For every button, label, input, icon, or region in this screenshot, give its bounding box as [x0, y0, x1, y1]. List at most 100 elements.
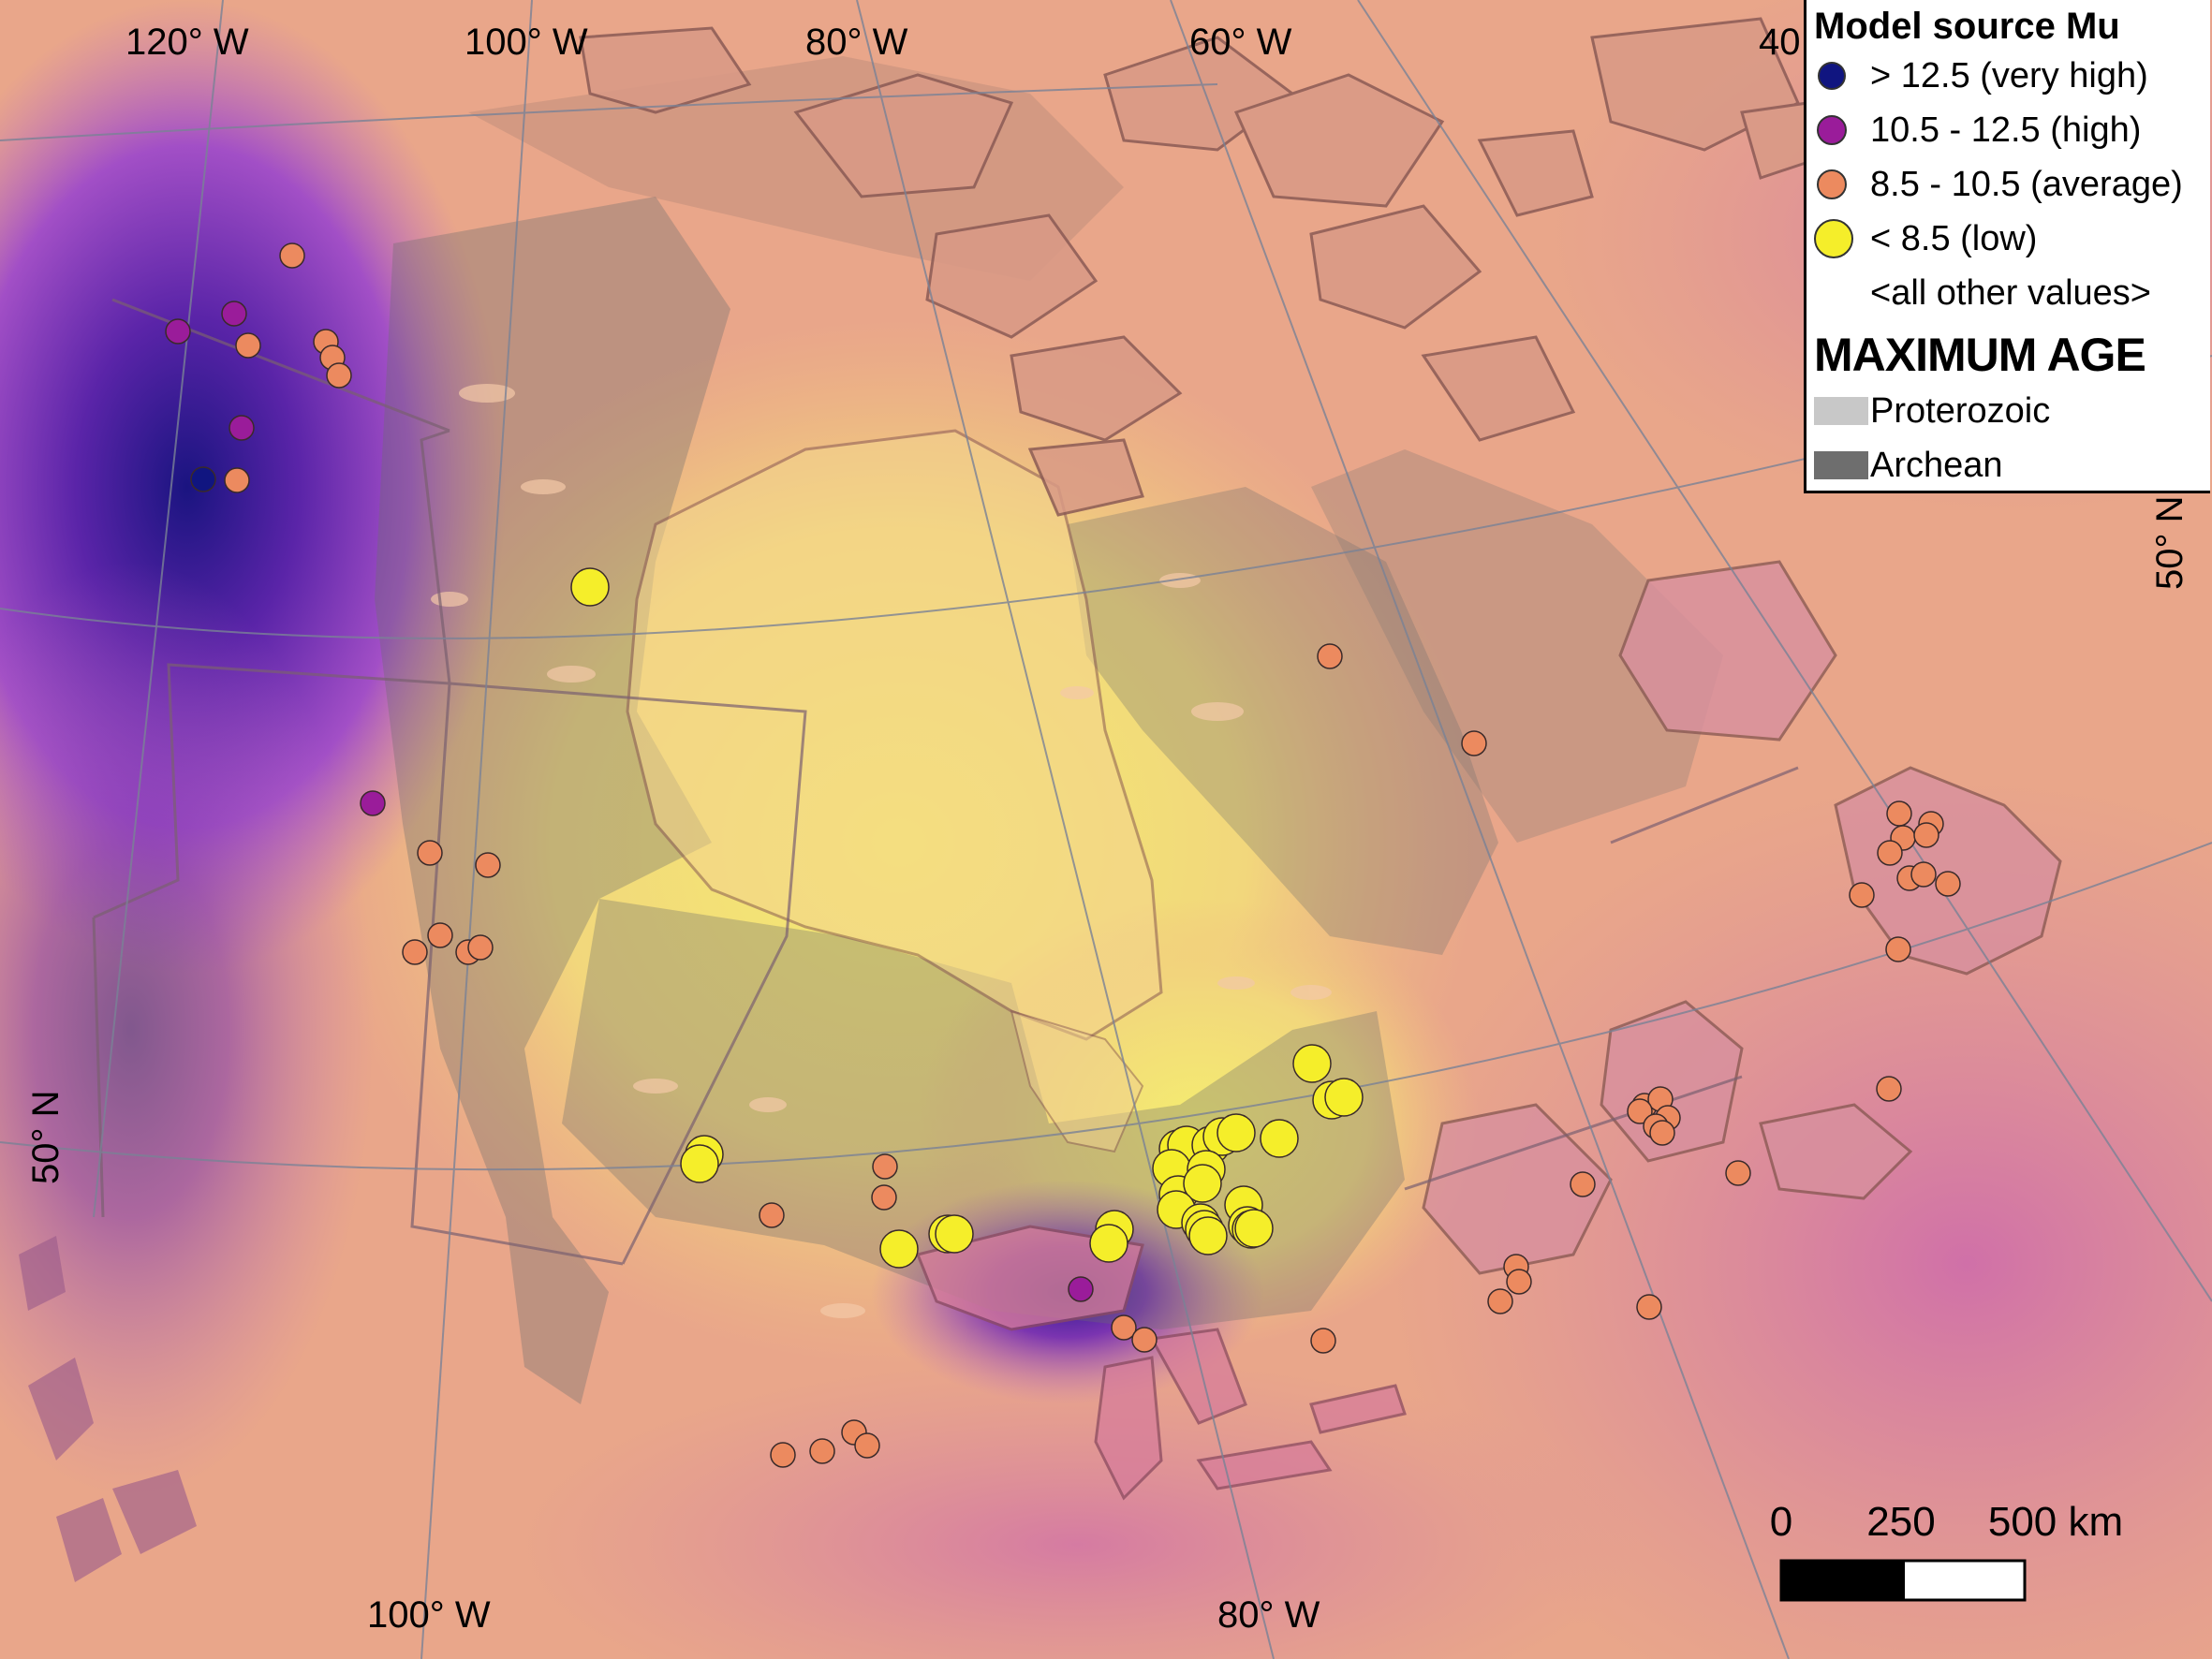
sample-average — [1876, 1076, 1902, 1102]
graticule-labels: 120° W 100° W 80° W 60° W 40 100° W 80° … — [25, 22, 2190, 1636]
top-label-60w: 60° W — [1189, 22, 1292, 63]
legend-label-average: 8.5 - 10.5 (average) — [1870, 164, 2183, 204]
legend-row-average: 8.5 - 10.5 (average) — [1814, 157, 2210, 212]
legend-label-other: <all other values> — [1870, 272, 2151, 313]
scale-label-500km: 500 km — [1988, 1499, 2123, 1545]
legend-row-archean: Archean — [1814, 438, 2210, 492]
sample-average — [1570, 1171, 1596, 1197]
legend-label-high: 10.5 - 12.5 (high) — [1870, 110, 2142, 150]
legend: Model source Mu > 12.5 (very high) 10.5 … — [1804, 0, 2210, 493]
sample-low — [1217, 1113, 1256, 1152]
sample-average — [1877, 840, 1903, 866]
sample-average — [1111, 1314, 1137, 1341]
sample-average — [1725, 1160, 1751, 1186]
proterozoic-labrador — [1311, 449, 1723, 843]
scale-label-0: 0 — [1770, 1499, 1792, 1545]
sample-high — [1068, 1276, 1094, 1302]
proterozoic-outcrops — [431, 384, 1332, 1318]
legend-row-low: < 8.5 (low) — [1814, 212, 2210, 266]
sample-low — [1183, 1164, 1222, 1203]
sample-average — [427, 922, 453, 948]
sample-average — [1636, 1294, 1662, 1320]
sample-low — [570, 567, 610, 607]
surface-pink-south — [515, 1358, 1639, 1659]
sample-average — [770, 1442, 796, 1468]
left-label-50n: 50° N — [25, 1091, 66, 1185]
legend-row-proterozoic: Proterozoic — [1814, 384, 2210, 438]
sample-average — [1935, 871, 1961, 897]
arctic-islands — [579, 17, 1819, 517]
legend-title: Model source Mu — [1814, 6, 2120, 47]
sample-average — [1849, 882, 1875, 908]
sample-average — [1910, 861, 1937, 888]
sample-average — [854, 1432, 880, 1459]
surface-pink-east — [1386, 777, 2212, 1659]
sample-low — [1292, 1044, 1332, 1083]
sample-average — [467, 934, 494, 961]
legend-label-archean: Archean — [1870, 445, 2003, 485]
archean-shield — [375, 197, 730, 1404]
sample-average — [224, 467, 250, 493]
sample-low — [680, 1144, 719, 1183]
sample-average — [475, 852, 501, 878]
sample-average — [1506, 1269, 1532, 1295]
low-marker — [1814, 219, 1853, 258]
sample-low — [1234, 1209, 1274, 1248]
sample-low — [935, 1214, 974, 1254]
sample-average — [1886, 800, 1912, 827]
sample-average — [1131, 1327, 1158, 1353]
very-high-marker — [1818, 62, 1846, 90]
sample-average — [326, 362, 352, 389]
legend-row-high: 10.5 - 12.5 (high) — [1814, 103, 2210, 157]
sample-average — [1310, 1328, 1336, 1354]
sample-average — [1627, 1098, 1653, 1124]
sample-low — [1260, 1119, 1299, 1158]
sample-high — [221, 301, 247, 327]
scale-bar: 0 250 500 km — [1770, 1499, 2123, 1602]
bottom-label-80w: 80° W — [1217, 1594, 1320, 1636]
sample-average — [1913, 822, 1939, 848]
sample-high — [360, 790, 386, 816]
west-coast-islands — [19, 1236, 197, 1582]
sample-low — [1188, 1216, 1228, 1255]
legend-label-proterozoic: Proterozoic — [1870, 390, 2051, 431]
top-label-40: 40 — [1759, 22, 1801, 63]
surface-purple-west-low — [0, 562, 375, 1498]
legend-label-low: < 8.5 (low) — [1870, 218, 2038, 258]
sample-low — [879, 1229, 919, 1269]
sample-average — [1487, 1288, 1513, 1314]
sample-high — [165, 318, 191, 345]
sample-average — [417, 840, 443, 866]
sample-low — [1324, 1078, 1364, 1117]
bottom-label-100w: 100° W — [367, 1594, 491, 1636]
james-bay — [1010, 1009, 1144, 1153]
sample-average — [872, 1153, 898, 1180]
legend-age-title: MAXIMUM AGE — [1814, 329, 2146, 381]
sample-average — [1461, 730, 1487, 756]
province-borders — [92, 298, 1799, 1266]
legend-row-very-high: > 12.5 (very high) — [1814, 49, 2210, 103]
great-lakes — [915, 1225, 1407, 1501]
legend-label-very-high: > 12.5 (very high) — [1870, 55, 2148, 95]
sample-average — [279, 242, 305, 269]
sample-average — [235, 332, 261, 359]
top-label-100w: 100° W — [465, 22, 588, 63]
sample-very-high — [190, 466, 216, 492]
scale-label-250: 250 — [1866, 1499, 1935, 1545]
high-marker — [1817, 115, 1847, 145]
sample-low — [1089, 1224, 1128, 1263]
scale-bar-black — [1781, 1561, 1905, 1600]
top-label-80w: 80° W — [805, 22, 908, 63]
legend-row-other: <all other values> — [1814, 266, 2210, 320]
sample-points — [165, 242, 1961, 1468]
sample-high — [229, 415, 255, 441]
right-label-50n: 50° N — [2149, 496, 2190, 591]
sample-average — [871, 1184, 897, 1211]
archean-quebec — [1068, 487, 1498, 955]
archean-swatch — [1814, 451, 1868, 479]
sample-average — [1649, 1120, 1675, 1146]
sample-average — [809, 1438, 835, 1464]
sample-average — [759, 1202, 785, 1228]
sample-average — [1317, 643, 1343, 669]
